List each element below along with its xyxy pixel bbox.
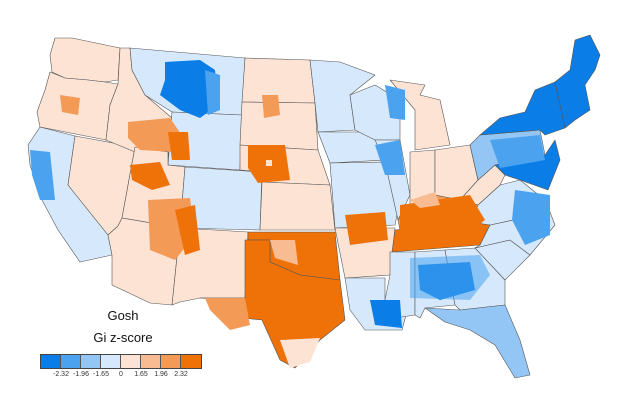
texas-south-light [280, 338, 320, 368]
oregon-hotspot [60, 95, 80, 115]
legend-tick: -1.65 [93, 371, 109, 378]
legend-tick: 1.65 [134, 371, 148, 378]
legend-tick: 2.32 [174, 371, 188, 378]
ky-light [410, 192, 440, 208]
nebraska-hole [266, 160, 272, 166]
legend-tick: 0 [119, 371, 123, 378]
legend-tick: -2.32 [53, 371, 69, 378]
legend-swatch-0 [41, 355, 61, 368]
montana-coldspot [160, 60, 218, 118]
legend-tick: -1.96 [73, 371, 89, 378]
map-title: Gosh [107, 308, 139, 323]
upper-midwest-coldspot [375, 140, 405, 175]
legend-swatch-4 [121, 355, 141, 368]
legend-title: Gi z-score [93, 330, 153, 345]
legend-swatch-3 [101, 355, 121, 368]
carolina-coldspot [512, 190, 550, 245]
southern-coldspot-edge [410, 255, 490, 300]
legend-ticks: -2.32 -1.96 -1.65 0 1.65 1.96 2.32 [38, 371, 208, 381]
arkansas-hotspot [345, 212, 388, 245]
legend-swatch-2 [81, 355, 101, 368]
state-washington [49, 37, 121, 83]
legend-swatch-1 [61, 355, 81, 368]
nm-hotspot [175, 205, 200, 255]
montana-coldspot-edge [205, 70, 220, 115]
state-kansas [259, 181, 336, 231]
state-florida [424, 304, 531, 379]
state-new-england [554, 34, 601, 129]
state-new-york [479, 81, 566, 136]
cluster-overlays [30, 60, 550, 368]
legend-swatch-5 [141, 355, 161, 368]
texas-west-light [205, 298, 250, 330]
state-north-dakota [241, 57, 316, 104]
wyoming-hotspot [168, 132, 190, 160]
sd-hotspot [262, 95, 280, 118]
texas-panhandle-light [270, 240, 298, 265]
legend-tick: 1.96 [154, 371, 168, 378]
wisconsin-coldspot [385, 85, 405, 120]
legend-color-bar [40, 354, 202, 369]
louisiana-coldspot [370, 300, 402, 328]
state-mid-atlantic [494, 139, 561, 191]
colorado-west-hotspot [130, 162, 170, 190]
legend-swatch-6 [161, 355, 181, 368]
penn-coldspot [490, 135, 545, 168]
legend-swatch-7 [181, 355, 201, 368]
california-coast-coldspot [30, 150, 55, 200]
